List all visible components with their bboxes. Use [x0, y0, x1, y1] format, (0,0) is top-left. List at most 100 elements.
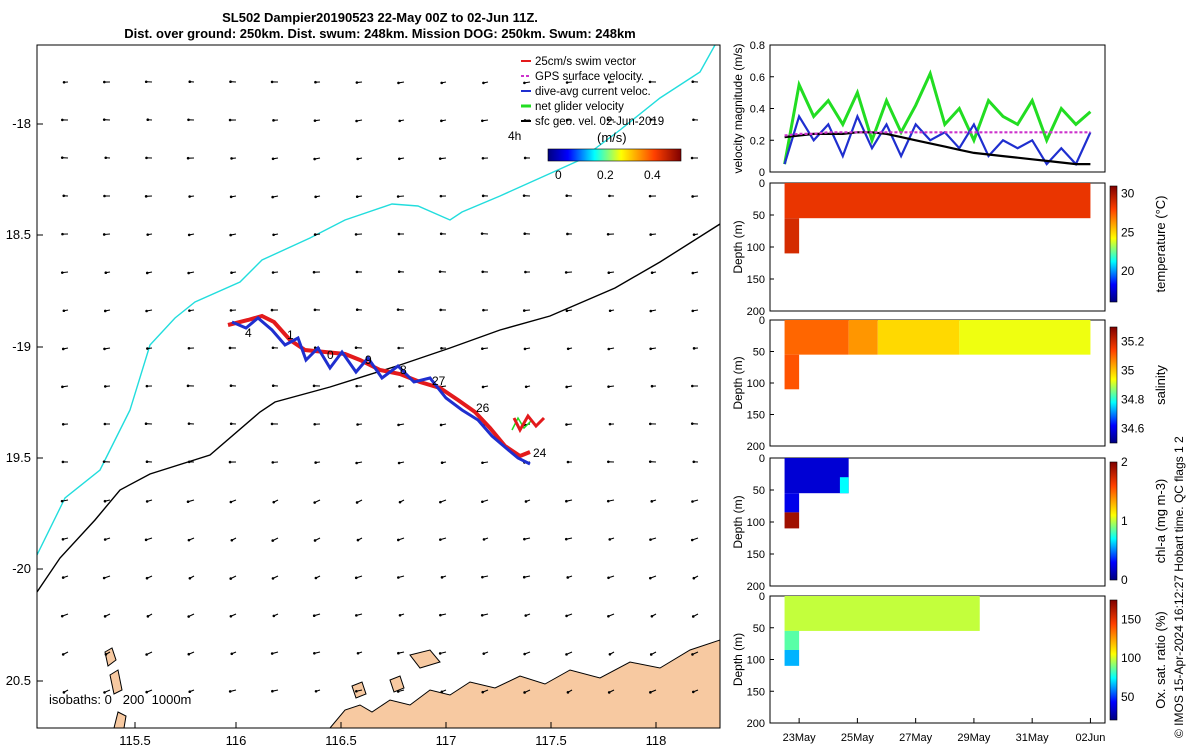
velocity-arrow-head [396, 690, 400, 693]
y-tick-label: 0 [759, 178, 765, 190]
velocity-arrow-head [481, 575, 484, 579]
velocity-arrow [314, 499, 321, 504]
day-label: 27 [432, 374, 446, 388]
colorbar-tick-label: 20 [1121, 264, 1135, 278]
velocity-arrow-head [439, 613, 442, 617]
velocity-arrow [356, 499, 363, 503]
velocity-arrow [693, 233, 699, 236]
island [389, 675, 405, 693]
velocity-arrow [482, 461, 489, 464]
velocity-arrow-head [692, 233, 696, 236]
velocity-arrow-head [144, 80, 148, 84]
velocity-arrow [62, 575, 69, 579]
velocity-arrow [272, 575, 279, 579]
legend-label: sfc geo. vel. 02-Jun-2019 [535, 116, 664, 128]
velocity-arrow-head [648, 194, 652, 198]
velocity-arrow [356, 689, 363, 692]
velocity-arrow [105, 271, 111, 274]
velocity-arrow [610, 309, 615, 312]
velocity-arrow [482, 689, 489, 693]
velocity-arrow-head [522, 575, 526, 579]
velocity-arrow-head [481, 119, 484, 123]
colorbar-tick-label: 1 [1121, 514, 1128, 528]
velocity-arrow-head [608, 653, 612, 656]
x-tick-label: 116.5 [325, 733, 357, 748]
velocity-arrow [356, 461, 363, 464]
velocity-arrow-head [313, 422, 317, 426]
velocity-arrow [651, 613, 657, 617]
velocity-arrow-head [103, 309, 107, 313]
velocity-arrow [188, 271, 195, 274]
velocity-arrow-head [649, 309, 653, 313]
velocity-arrow [146, 309, 153, 312]
velocity-arrow-head [566, 691, 570, 694]
y-tick-label: 0.2 [750, 135, 765, 147]
velocity-arrow [650, 575, 657, 579]
velocity-arrow-head [355, 308, 359, 312]
velocity-arrow-head [102, 576, 106, 580]
velocity-arrow-head [356, 423, 359, 426]
velocity-arrow-head [272, 119, 275, 122]
heatmap-cell [784, 354, 800, 390]
velocity-arrow [315, 689, 321, 692]
velocity-arrow-head [523, 423, 526, 427]
velocity-arrow [692, 651, 699, 655]
velocity-arrow [147, 233, 153, 236]
velocity-arrow-head [61, 653, 65, 656]
velocity-arrow-head [230, 652, 234, 656]
x-tick-label: 118 [646, 733, 667, 748]
velocity-arrow-head [228, 346, 232, 350]
velocity-arrow [398, 651, 405, 654]
velocity-arrow-head [61, 422, 65, 426]
velocity-arrow-head [691, 384, 694, 388]
velocity-arrow-head [397, 576, 400, 579]
velocity-arrow [482, 499, 489, 503]
velocity-arrow-head [103, 422, 107, 426]
velocity-arrow-head [606, 232, 610, 236]
speed-colorbar [547, 148, 682, 162]
velocity-arrow-head [438, 157, 442, 160]
swim-vector-track [227, 313, 531, 459]
velocity-arrow [272, 651, 279, 655]
velocity-arrow [440, 499, 447, 503]
heatmap-cell [877, 320, 960, 355]
velocity-arrow-head [102, 118, 106, 121]
velocity-arrow-head [146, 233, 150, 236]
velocity-arrow-head [523, 232, 527, 236]
velocity-arrow-head [313, 157, 316, 161]
colorbar-tick-label: 2 [1121, 455, 1128, 469]
map-frame [36, 44, 721, 729]
heatmap-panel-frame [769, 319, 1106, 447]
colorbar-tick: 0 [555, 168, 562, 182]
velocity-arrow [61, 499, 69, 502]
colorbar-tick-label: 150 [1121, 612, 1141, 626]
velocity-arrow [609, 651, 615, 655]
x-tick-label: 116 [226, 733, 247, 748]
day-label: 9 [365, 353, 372, 367]
x-tick-label: 117.5 [535, 733, 567, 748]
velocity-arrow-head [650, 271, 654, 275]
velocity-arrow-head [649, 653, 653, 656]
velocity-arrow [482, 385, 489, 388]
velocity-arrow-head [188, 195, 191, 198]
heatmap-cell [784, 218, 800, 254]
velocity-arrow-head [440, 461, 444, 465]
velocity-arrow [650, 233, 657, 236]
velocity-arrow-head [481, 500, 484, 504]
heatmap-cell [784, 183, 1091, 219]
velocity-arrow-head [649, 691, 652, 694]
velocity-arrow [189, 195, 195, 198]
island [409, 649, 441, 669]
velocity-arrow [230, 233, 237, 236]
velocity-arrow [693, 575, 699, 579]
y-tick-label: 200 [747, 718, 765, 730]
velocity-arrow [441, 689, 447, 693]
velocity-arrow-head [144, 538, 148, 542]
velocity-arrow-head [103, 499, 107, 503]
y-tick-label: 100 [747, 655, 765, 667]
colorbar [1109, 185, 1118, 303]
island [104, 647, 117, 667]
velocity-arrow-head [314, 689, 318, 693]
velocity-arrow-head [397, 81, 400, 85]
